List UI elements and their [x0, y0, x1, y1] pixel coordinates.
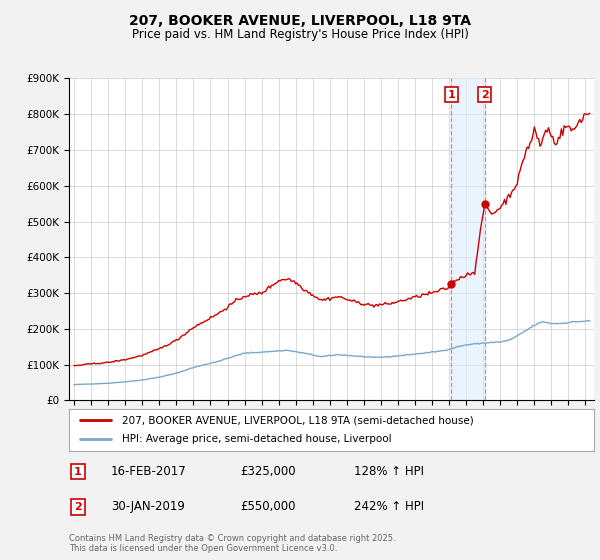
Text: 128% ↑ HPI: 128% ↑ HPI: [354, 465, 424, 478]
Text: 207, BOOKER AVENUE, LIVERPOOL, L18 9TA: 207, BOOKER AVENUE, LIVERPOOL, L18 9TA: [129, 14, 471, 28]
Text: 242% ↑ HPI: 242% ↑ HPI: [354, 500, 424, 514]
Text: £325,000: £325,000: [240, 465, 296, 478]
Text: 30-JAN-2019: 30-JAN-2019: [111, 500, 185, 514]
Text: 1: 1: [448, 90, 455, 100]
Text: £550,000: £550,000: [240, 500, 296, 514]
Text: Contains HM Land Registry data © Crown copyright and database right 2025.
This d: Contains HM Land Registry data © Crown c…: [69, 534, 395, 553]
Bar: [451, 78, 485, 400]
Text: 1: 1: [74, 466, 82, 477]
Text: 2: 2: [481, 90, 488, 100]
Text: Price paid vs. HM Land Registry's House Price Index (HPI): Price paid vs. HM Land Registry's House …: [131, 28, 469, 41]
Text: 16-FEB-2017: 16-FEB-2017: [111, 465, 187, 478]
Text: 207, BOOKER AVENUE, LIVERPOOL, L18 9TA (semi-detached house): 207, BOOKER AVENUE, LIVERPOOL, L18 9TA (…: [121, 415, 473, 425]
Text: HPI: Average price, semi-detached house, Liverpool: HPI: Average price, semi-detached house,…: [121, 435, 391, 445]
Text: 2: 2: [74, 502, 82, 512]
